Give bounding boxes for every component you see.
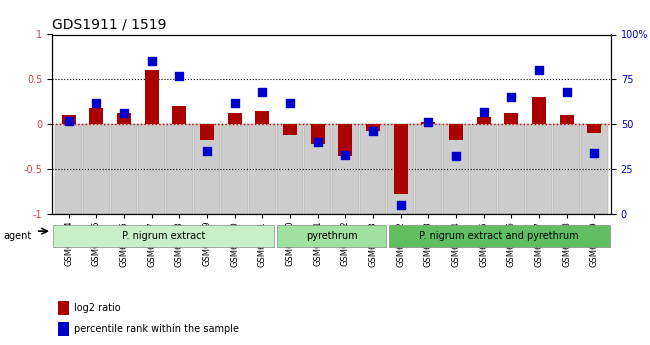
Bar [421, 122, 436, 124]
FancyBboxPatch shape [526, 124, 552, 214]
Text: agent: agent [3, 231, 31, 241]
FancyBboxPatch shape [359, 124, 386, 214]
Bar [532, 97, 546, 124]
Bar [394, 124, 408, 194]
Point [146, 59, 157, 64]
FancyBboxPatch shape [249, 124, 276, 214]
FancyBboxPatch shape [53, 226, 274, 247]
Bar [311, 124, 324, 144]
Bar [283, 124, 297, 135]
Text: percentile rank within the sample: percentile rank within the sample [74, 324, 239, 334]
Bar [58, 301, 69, 315]
Point [285, 100, 295, 106]
FancyBboxPatch shape [222, 124, 248, 214]
Bar [366, 124, 380, 131]
FancyBboxPatch shape [581, 124, 608, 214]
FancyBboxPatch shape [194, 124, 220, 214]
Bar [227, 112, 242, 124]
FancyBboxPatch shape [498, 124, 525, 214]
FancyBboxPatch shape [387, 124, 414, 214]
FancyBboxPatch shape [553, 124, 580, 214]
Point [368, 129, 378, 134]
Point [202, 148, 212, 154]
Point [257, 89, 268, 95]
Bar [58, 322, 69, 336]
Text: log2 ratio: log2 ratio [74, 303, 121, 313]
FancyBboxPatch shape [471, 124, 497, 214]
Bar [145, 70, 159, 124]
Text: P. nigrum extract and pyrethrum: P. nigrum extract and pyrethrum [419, 231, 579, 241]
Bar [200, 124, 214, 140]
Bar [172, 106, 186, 124]
FancyBboxPatch shape [277, 124, 304, 214]
Text: P. nigrum extract: P. nigrum extract [122, 231, 205, 241]
FancyBboxPatch shape [111, 124, 137, 214]
FancyBboxPatch shape [304, 124, 331, 214]
Point [64, 118, 74, 124]
FancyBboxPatch shape [166, 124, 192, 214]
Point [478, 109, 489, 115]
Bar [477, 117, 491, 124]
Bar [339, 124, 352, 156]
Point [562, 89, 572, 95]
FancyBboxPatch shape [332, 124, 359, 214]
Point [534, 68, 544, 73]
Bar [449, 124, 463, 140]
Point [229, 100, 240, 106]
Point [174, 73, 185, 79]
Bar [117, 114, 131, 124]
Text: pyrethrum: pyrethrum [306, 231, 358, 241]
Bar [504, 114, 518, 124]
FancyBboxPatch shape [83, 124, 110, 214]
Bar [89, 108, 103, 124]
Bar [62, 115, 75, 124]
Bar [588, 124, 601, 133]
FancyBboxPatch shape [443, 124, 469, 214]
Point [589, 150, 599, 156]
Point [423, 120, 434, 125]
FancyBboxPatch shape [415, 124, 441, 214]
Point [313, 139, 323, 145]
Point [451, 154, 462, 159]
Bar [255, 111, 269, 124]
Point [119, 111, 129, 116]
Bar [560, 115, 574, 124]
Point [506, 95, 517, 100]
FancyBboxPatch shape [277, 226, 386, 247]
Text: GDS1911 / 1519: GDS1911 / 1519 [52, 18, 166, 32]
Point [91, 100, 101, 106]
Point [395, 202, 406, 208]
FancyBboxPatch shape [55, 124, 82, 214]
FancyBboxPatch shape [389, 226, 610, 247]
FancyBboxPatch shape [138, 124, 165, 214]
Point [340, 152, 350, 157]
